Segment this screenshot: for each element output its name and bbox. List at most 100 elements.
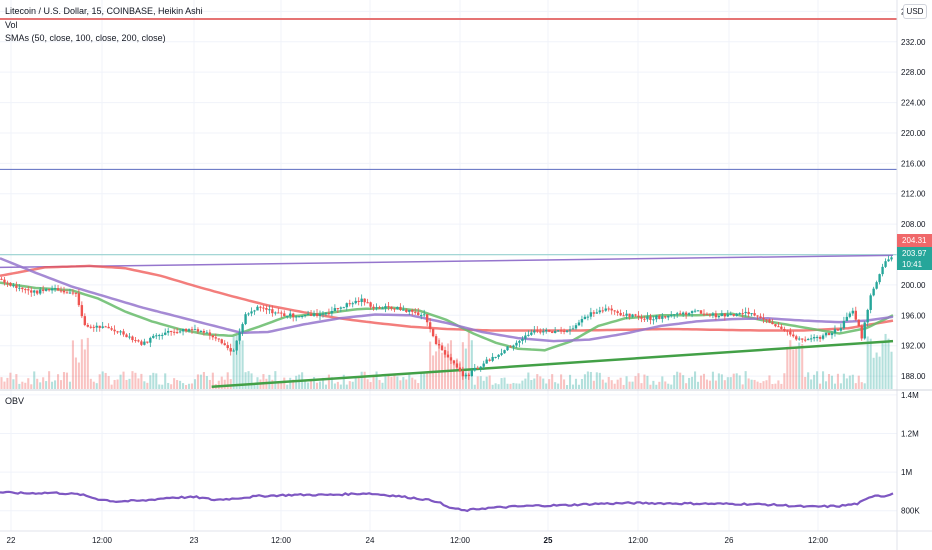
volume-bar <box>18 383 21 389</box>
candle-body <box>408 309 411 312</box>
candle-body <box>265 308 268 310</box>
volume-bar <box>339 384 342 389</box>
candle-body <box>226 345 229 349</box>
volume-bar <box>411 377 414 389</box>
candle-body <box>122 331 125 335</box>
candle-body <box>259 306 262 308</box>
volume-bar <box>238 329 241 389</box>
candle-body <box>708 314 712 316</box>
volume-bar <box>753 379 756 389</box>
volume-bar <box>289 377 292 389</box>
candle-body <box>89 326 92 328</box>
candle-body <box>559 330 563 332</box>
time-tick-label: 12:00 <box>808 536 829 545</box>
chart-title-legend[interactable]: Litecoin / U.S. Dollar, 15, COINBASE, He… <box>5 6 203 16</box>
candle-body <box>521 338 524 341</box>
volume-bar <box>119 374 122 389</box>
volume-bar <box>792 349 795 389</box>
candle-body <box>449 357 453 361</box>
candle-body <box>589 312 593 317</box>
candle-body <box>327 313 331 315</box>
candle-body <box>494 356 497 358</box>
sma-legend[interactable]: SMAs (50, close, 100, close, 200, close) <box>5 33 166 43</box>
candle-body <box>848 313 852 317</box>
candle-body <box>71 292 75 294</box>
candle-body <box>321 313 325 315</box>
candle-body <box>455 363 459 368</box>
volume-bar <box>9 372 12 389</box>
volume-bar <box>452 363 455 389</box>
volume-bar <box>179 380 182 389</box>
candle-body <box>717 316 721 318</box>
volume-bar <box>62 372 66 389</box>
volume-bar <box>616 379 619 389</box>
volume-legend[interactable]: Vol <box>5 20 18 30</box>
volume-bar <box>673 375 676 389</box>
candle-body <box>744 311 747 314</box>
candle-body <box>860 326 863 339</box>
volume-bar <box>327 374 330 389</box>
volume-bar <box>387 375 390 389</box>
volume-bar <box>24 382 27 389</box>
volume-bar <box>196 374 199 389</box>
volume-bar <box>423 372 426 389</box>
candle-body <box>294 316 298 318</box>
time-axis[interactable]: 22 12:00 23 12:00 24 12:00 25 12:00 26 12:00 <box>7 536 829 545</box>
candle-body <box>878 274 881 283</box>
candle-body <box>607 308 610 310</box>
volume-bar <box>458 361 461 389</box>
candle-body <box>583 316 587 320</box>
volume-bar <box>187 383 191 389</box>
volume-bar <box>408 374 411 389</box>
time-tick-label: 22 <box>7 536 16 545</box>
candle-body <box>762 317 765 320</box>
volume-bar <box>476 376 479 389</box>
volume-bar <box>696 381 700 389</box>
candle-body <box>36 290 39 294</box>
volume-bar <box>80 339 83 389</box>
volume-bar <box>557 383 560 389</box>
volume-bar <box>863 383 866 389</box>
time-tick-label: 12:00 <box>92 536 113 545</box>
current-price-label: 203.97 <box>902 249 927 258</box>
volume-bar <box>711 371 714 389</box>
candle-body <box>515 342 518 346</box>
volume-bar <box>774 383 777 389</box>
candle-body <box>268 309 271 311</box>
candle-body <box>131 336 134 341</box>
candle-body <box>351 303 354 305</box>
volume-bar <box>625 376 628 389</box>
candle-body <box>80 305 84 317</box>
obv-tick-label: 1.2M <box>901 429 919 438</box>
candle-body <box>244 314 247 325</box>
candle-body <box>646 316 649 320</box>
volume-bar <box>854 383 857 389</box>
candle-body <box>503 350 506 354</box>
currency-button[interactable]: USD <box>903 4 927 19</box>
candle-body <box>68 292 72 294</box>
volume-bar <box>369 382 372 389</box>
volume-bar <box>57 374 60 389</box>
candle-body <box>786 330 789 332</box>
volume-bar <box>521 380 524 389</box>
candle-body <box>30 290 33 293</box>
candle-body <box>205 332 209 334</box>
obv-legend[interactable]: OBV <box>5 396 25 406</box>
volume-bar <box>113 379 116 389</box>
volume-bar <box>670 384 673 389</box>
volume-bar <box>735 373 738 389</box>
candle-body <box>806 339 810 341</box>
volume-bar <box>128 378 131 389</box>
price-tick-label: 200.00 <box>901 281 926 290</box>
candle-body <box>881 266 884 275</box>
candle-body <box>845 316 849 322</box>
candle-body <box>369 302 372 307</box>
candle-body <box>390 306 393 309</box>
volume-bar <box>830 375 834 389</box>
candle-body <box>95 325 98 328</box>
candle-body <box>420 314 423 316</box>
volume-bar <box>548 379 551 389</box>
candle-body <box>568 329 572 331</box>
